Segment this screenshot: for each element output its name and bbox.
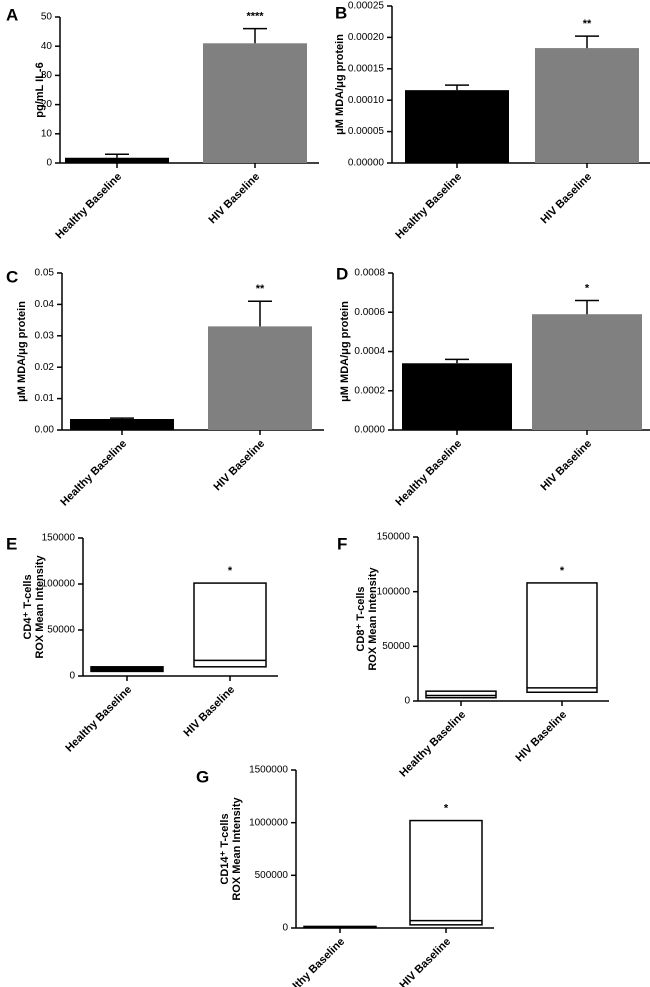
panel-letter: F xyxy=(337,534,347,553)
y-tick-label: 0.0000 xyxy=(354,425,385,436)
x-tick-label: Healthy Baseline xyxy=(393,171,464,242)
y-tick-label: 0.00020 xyxy=(348,32,385,43)
bar xyxy=(208,326,312,430)
y-tick-label: 0.0008 xyxy=(354,268,385,279)
error-bar xyxy=(575,299,599,315)
y-axis-label: μM MDA/μg protein xyxy=(334,34,346,135)
bar xyxy=(65,157,169,163)
y-tick-label: 0.00 xyxy=(35,425,55,436)
y-tick-label: 0 xyxy=(282,923,288,934)
y-tick-label: 0.04 xyxy=(35,299,55,310)
y-tick-label: 0.00025 xyxy=(348,1,385,12)
panel-letter: E xyxy=(6,534,17,553)
error-bar xyxy=(243,27,267,44)
y-tick-label: 40 xyxy=(41,41,53,52)
bar xyxy=(203,43,307,163)
y-tick-label: 1500000 xyxy=(249,765,288,776)
significance: ** xyxy=(256,283,265,295)
error-bar xyxy=(105,153,129,158)
y-tick-label: 150000 xyxy=(377,532,411,543)
box xyxy=(193,582,267,668)
y-tick-label: 100000 xyxy=(42,579,76,590)
bar xyxy=(70,419,174,430)
y-axis-label: ROX Mean Intensity xyxy=(367,566,379,670)
y-tick-label: 0 xyxy=(404,696,410,707)
y-tick-label: 0.00000 xyxy=(348,158,385,169)
box xyxy=(425,690,497,699)
y-axis-label: CD4⁺ T-cells xyxy=(22,574,34,639)
y-tick-label: 500000 xyxy=(255,870,289,881)
y-tick-label: 0 xyxy=(46,158,52,169)
x-tick-label: Healthy Baseline xyxy=(58,438,129,509)
panel-letter: D xyxy=(336,264,348,283)
error-bar xyxy=(110,417,134,420)
significance: * xyxy=(444,802,449,814)
significance: * xyxy=(228,565,233,577)
error-bar xyxy=(445,358,469,364)
x-tick-label: Healthy Baseline xyxy=(63,684,134,755)
significance: * xyxy=(560,565,565,577)
y-tick-label: 0.05 xyxy=(35,268,55,279)
x-tick-label: HIV Baseline xyxy=(539,171,595,227)
y-tick-label: 50000 xyxy=(47,625,75,636)
panel-letter: C xyxy=(6,267,18,286)
y-tick-label: 0.03 xyxy=(35,330,55,341)
panel-letter: B xyxy=(335,3,347,22)
bar xyxy=(535,48,639,163)
y-tick-label: 20 xyxy=(41,99,53,110)
y-tick-label: 150000 xyxy=(42,533,76,544)
significance: ** xyxy=(583,18,592,30)
panel-letter: G xyxy=(196,767,209,786)
y-tick-label: 0.0004 xyxy=(354,346,385,357)
y-tick-label: 0.01 xyxy=(35,393,55,404)
significance: **** xyxy=(246,11,264,23)
y-tick-label: 0.0006 xyxy=(354,307,385,318)
y-axis-label: μM MDA/μg protein xyxy=(16,301,28,402)
y-tick-label: 0.00005 xyxy=(348,126,385,137)
y-tick-label: 100000 xyxy=(377,586,411,597)
x-tick-label: Healthy Baseline xyxy=(393,438,464,509)
x-tick-label: Healthy Baseline xyxy=(397,709,468,780)
y-tick-label: 0.02 xyxy=(35,362,55,373)
x-tick-label: HIV Baseline xyxy=(207,171,263,227)
y-tick-label: 30 xyxy=(41,70,53,81)
y-axis-label: CD14⁺ T-cells xyxy=(219,813,231,884)
x-tick-label: Healthy Baseline xyxy=(276,936,347,987)
y-axis-label: pg/mL IL-6 xyxy=(34,62,46,117)
x-tick-label: HIV Baseline xyxy=(182,684,238,740)
y-axis-label: μM MDA/μg protein xyxy=(339,301,351,402)
bar xyxy=(532,314,642,430)
y-tick-label: 50 xyxy=(41,12,53,23)
x-tick-label: HIV Baseline xyxy=(212,438,268,494)
error-bar xyxy=(248,300,272,327)
y-tick-label: 1000000 xyxy=(249,817,288,828)
y-tick-label: 0.00015 xyxy=(348,63,385,74)
y-axis-label: ROX Mean Intensity xyxy=(231,796,243,900)
bar xyxy=(405,90,509,163)
error-bar xyxy=(445,84,469,91)
box xyxy=(409,819,483,926)
y-axis-label: ROX Mean Intensity xyxy=(34,554,46,658)
panel-letter: A xyxy=(6,5,18,24)
y-axis-label: CD8⁺ T-cells xyxy=(355,586,367,651)
x-tick-label: Healthy Baseline xyxy=(53,171,124,242)
y-tick-label: 50000 xyxy=(382,641,410,652)
y-tick-label: 0.0002 xyxy=(354,385,385,396)
bar xyxy=(402,363,512,430)
x-tick-label: HIV Baseline xyxy=(398,936,454,987)
y-tick-label: 0 xyxy=(69,671,75,682)
error-bar xyxy=(575,35,599,49)
significance: * xyxy=(585,282,590,294)
box xyxy=(526,582,598,694)
x-tick-label: HIV Baseline xyxy=(514,709,570,765)
x-tick-label: HIV Baseline xyxy=(539,438,595,494)
y-tick-label: 10 xyxy=(41,128,53,139)
y-tick-label: 0.00010 xyxy=(348,95,385,106)
